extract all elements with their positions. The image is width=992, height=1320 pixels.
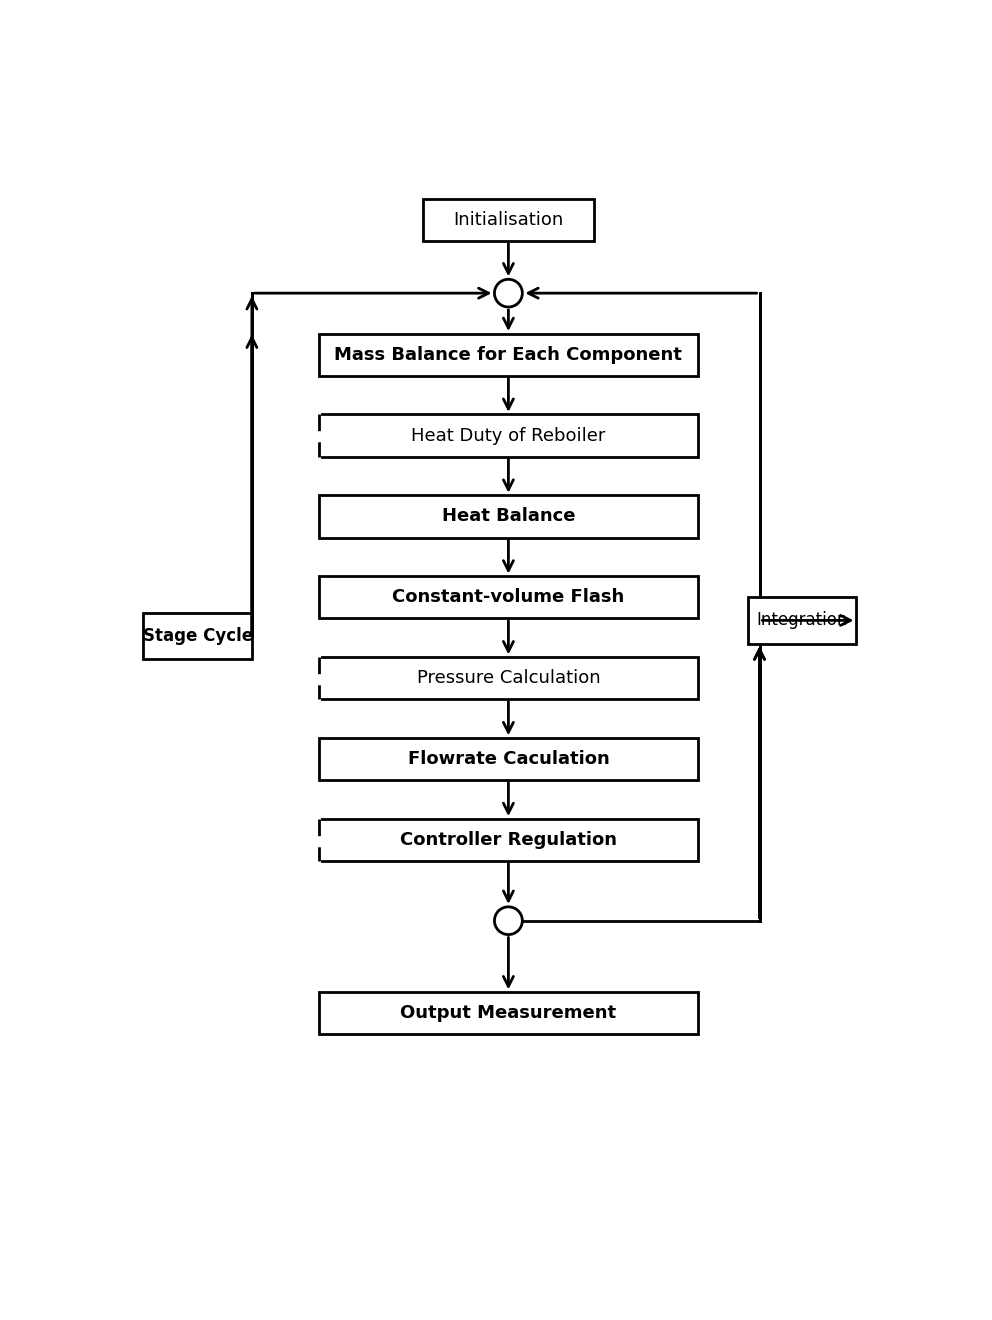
Bar (318, 495, 698, 537)
Text: Stage Cycle: Stage Cycle (143, 627, 253, 644)
Text: Integration: Integration (757, 611, 848, 630)
Bar (144, 612, 252, 659)
Text: Flowrate Caculation: Flowrate Caculation (408, 750, 609, 768)
Bar (318, 818, 698, 861)
Text: Initialisation: Initialisation (453, 211, 563, 228)
Text: Output Measurement: Output Measurement (401, 1005, 616, 1022)
Text: Constant-volume Flash: Constant-volume Flash (392, 589, 625, 606)
Bar (748, 597, 856, 644)
Circle shape (494, 280, 523, 308)
Text: Heat Balance: Heat Balance (441, 507, 575, 525)
Text: Pressure Calculation: Pressure Calculation (417, 669, 600, 688)
Bar (318, 738, 698, 780)
Text: Controller Regulation: Controller Regulation (400, 830, 617, 849)
Bar (318, 414, 698, 457)
Bar (318, 657, 698, 700)
Circle shape (494, 907, 523, 935)
Bar (318, 576, 698, 619)
Bar (424, 199, 593, 242)
Bar (318, 991, 698, 1035)
Text: Mass Balance for Each Component: Mass Balance for Each Component (334, 346, 682, 364)
Text: Heat Duty of Reboiler: Heat Duty of Reboiler (412, 426, 605, 445)
Bar (318, 334, 698, 376)
